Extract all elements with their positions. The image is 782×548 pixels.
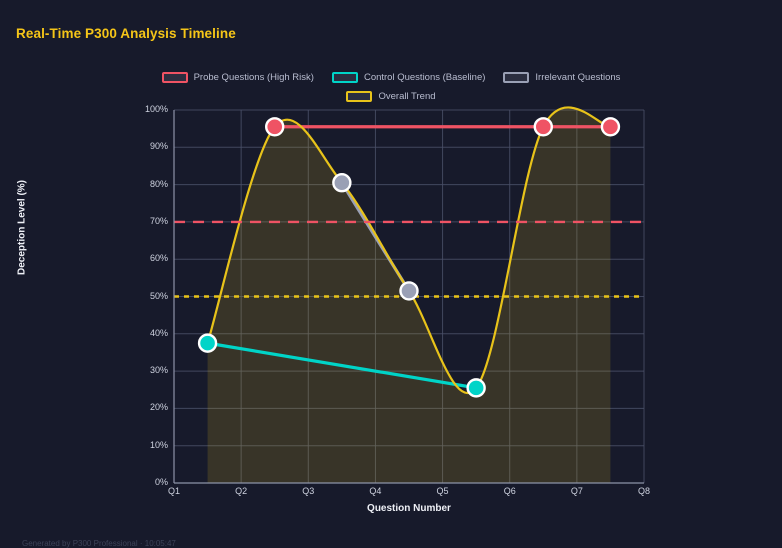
x-axis-tick-label: Q1 (167, 486, 180, 496)
legend-label-probe: Probe Questions (High Risk) (193, 71, 314, 83)
y-axis-tick-label: 30% (149, 365, 168, 376)
data-point[interactable] (600, 117, 621, 137)
y-axis-tick-label: 90% (149, 141, 168, 152)
legend-item-control[interactable]: Control Questions (Baseline) (330, 68, 487, 86)
footer-text: Generated by P300 Professional · 10:05:4… (22, 539, 176, 548)
y-axis-tick-label: 20% (149, 402, 168, 413)
data-point[interactable] (533, 117, 553, 137)
legend-item-trend[interactable]: Overall Trend (344, 87, 437, 105)
x-axis-title: Question Number (367, 503, 451, 514)
legend-item-probe[interactable]: Probe Questions (High Risk) (160, 68, 316, 86)
series-control-questions-baseline (205, 341, 478, 390)
x-axis-tick-label: Q8 (637, 486, 650, 496)
x-axis-tick-label: Q4 (369, 486, 382, 496)
y-axis-tick-label: 80% (149, 178, 168, 189)
legend-label-irrelevant: Irrelevant Questions (535, 71, 621, 83)
legend-swatch-trend (346, 90, 373, 102)
y-axis-tick-label: 100% (144, 104, 168, 114)
x-axis-tick-label: Q7 (570, 486, 583, 496)
y-axis-tick-label: 10% (149, 439, 168, 450)
x-axis-tick-label: Q3 (302, 486, 315, 496)
y-axis-tick-label: 0% (154, 477, 168, 487)
page-title: Real-Time P300 Analysis Timeline (16, 26, 236, 41)
data-point[interactable] (265, 117, 285, 137)
data-point[interactable] (197, 333, 218, 353)
legend-swatch-control (331, 71, 358, 83)
y-axis-tick-label: 70% (149, 215, 168, 226)
y-axis-title: Deception Level (%) (16, 179, 28, 276)
x-axis-tick-label: Q6 (503, 486, 516, 496)
y-axis-tick-label: 60% (149, 253, 168, 264)
data-point[interactable] (332, 173, 352, 193)
data-point[interactable] (466, 378, 486, 398)
x-axis-tick-label: Q5 (436, 486, 449, 496)
x-axis-tick-label: Q2 (235, 486, 248, 496)
data-point-markers (197, 117, 621, 398)
legend-row-secondary: Overall Trend (0, 87, 782, 105)
legend-label-trend: Overall Trend (378, 90, 436, 102)
y-axis-tick-label: 40% (149, 327, 168, 338)
chart-legend: Probe Questions (High Risk) Control Ques… (0, 68, 782, 105)
y-axis-tick-label: 50% (149, 290, 168, 301)
series-segment (205, 341, 478, 390)
legend-swatch-irrelevant (503, 71, 530, 83)
data-point[interactable] (399, 281, 419, 301)
legend-swatch-probe (161, 71, 188, 83)
legend-item-irrelevant[interactable]: Irrelevant Questions (501, 68, 622, 86)
legend-label-control: Control Questions (Baseline) (363, 71, 486, 83)
